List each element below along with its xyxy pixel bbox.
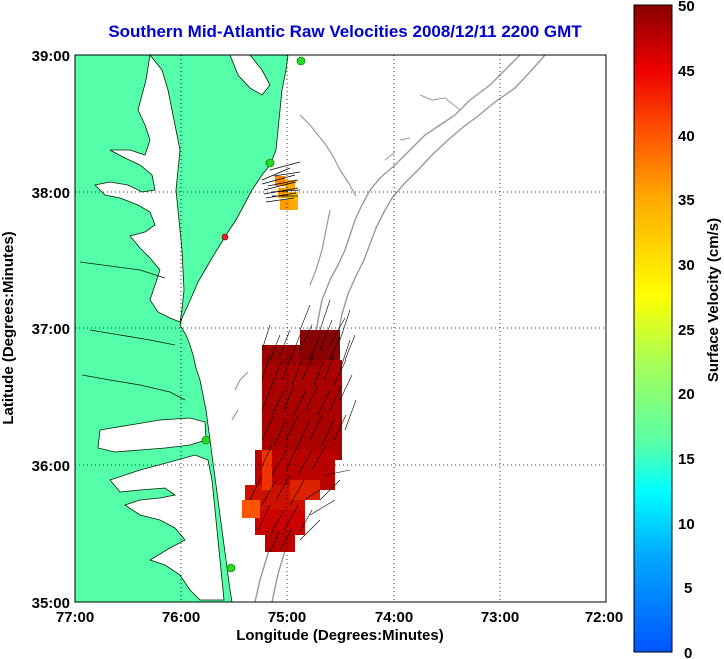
station-marker (226, 563, 236, 573)
colorbar: 50 45 40 35 30 25 20 15 10 5 0 Surface V… (633, 0, 722, 659)
colorbar-tick-label: 5 (684, 580, 692, 597)
chesapeake-bay (94, 55, 185, 323)
albemarle-sound (97, 417, 207, 453)
station-marker (265, 158, 275, 168)
y-tick-label: 39:00 (32, 48, 70, 65)
colorbar-tick-label: 20 (678, 386, 695, 403)
delaware-bay (229, 55, 271, 96)
chart-title: Southern Mid-Atlantic Raw Velocities 200… (108, 22, 582, 41)
colorbar-tick-label: 15 (678, 451, 695, 468)
colorbar-tick-label: 30 (678, 257, 695, 274)
x-tick-label: 76:00 (162, 609, 200, 626)
y-tick-label: 36:00 (32, 458, 70, 475)
colorbar-tick-label: 0 (684, 645, 692, 659)
colorbar-tick-label: 35 (678, 192, 695, 209)
velocity-field-north (261, 161, 301, 210)
colorbar-tick-label: 25 (678, 322, 695, 339)
x-tick-label: 74:00 (375, 609, 413, 626)
x-tick-label: 77:00 (56, 609, 94, 626)
colorbar-tick-label: 50 (678, 0, 695, 15)
y-axis: 39:00 38:00 37:00 36:00 35:00 Latitude (… (0, 48, 70, 612)
velocity-field-south (242, 299, 357, 553)
y-tick-label: 37:00 (32, 321, 70, 338)
rivers (79, 261, 186, 401)
station-marker (221, 233, 229, 241)
y-tick-label: 35:00 (32, 595, 70, 612)
x-tick-label: 72:00 (585, 609, 623, 626)
x-tick-label: 73:00 (481, 609, 519, 626)
station-marker (201, 435, 211, 445)
grid (75, 55, 606, 602)
station-marker (296, 56, 306, 66)
colorbar-tick-label: 40 (678, 128, 695, 145)
colorbar-label: Surface Velocity (cm/s) (705, 218, 722, 382)
bathymetry-contour-3 (231, 114, 357, 421)
y-tick-label: 38:00 (32, 185, 70, 202)
colorbar-tick-label: 45 (678, 63, 695, 80)
plot-frame (74, 54, 607, 603)
stations (201, 56, 306, 573)
y-axis-label: Latitude (Degrees:Minutes) (0, 231, 17, 424)
colorbar-tick-label: 10 (678, 516, 695, 533)
pamlico-sound (109, 454, 225, 601)
x-tick-label: 75:00 (268, 609, 306, 626)
colorbar-gradient (633, 4, 673, 653)
bathymetry-contour-4 (384, 94, 461, 161)
x-axis: 77:00 76:00 75:00 74:00 73:00 72:00 Long… (56, 609, 623, 644)
x-axis-label: Longitude (Degrees:Minutes) (236, 627, 444, 644)
